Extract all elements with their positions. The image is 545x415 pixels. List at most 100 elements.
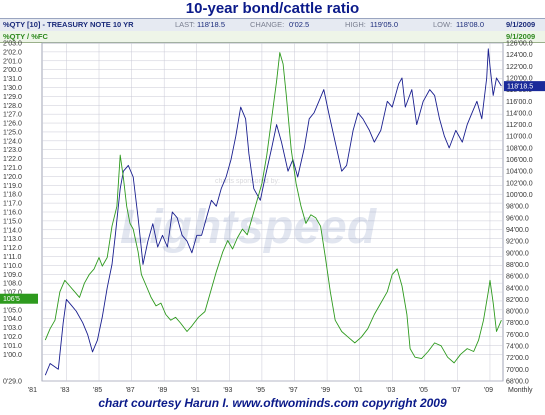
left-tick-label: 2'00.0 <box>3 67 22 74</box>
left-tick-label: 1'01.0 <box>3 343 22 350</box>
left-tick-label: 1'11.0 <box>3 254 21 261</box>
right-tick-label: 116'00.0 <box>506 99 532 106</box>
series-lines <box>44 48 502 376</box>
left-tick-label: 1'15.0 <box>3 218 22 225</box>
right-tick-label: 126'00.0 <box>506 41 533 48</box>
watermark-subtext: charts sponsored by: <box>215 178 280 185</box>
bond-last-label: 118'18.5 <box>507 84 533 91</box>
left-tick-label: 1'23.0 <box>3 147 22 154</box>
change-value: 0'02.5 <box>289 20 310 29</box>
ratio-symbol: %QTY / %FC <box>3 32 48 41</box>
x-tick-label: '03 <box>386 387 395 394</box>
left-tick-label: 1'19.0 <box>3 183 22 190</box>
ratio-last-marker <box>0 293 38 304</box>
chart-title: 10-year bond/cattle ratio <box>185 0 360 17</box>
right-tick-label: 112'00.0 <box>506 122 532 129</box>
x-tick-label: '93 <box>223 387 232 394</box>
right-tick-label: 94'00.0 <box>506 227 529 234</box>
left-tick-label: 1'14.0 <box>3 227 22 234</box>
right-axis: 68'00.0 70'00.0 72'00.0 74'00.0 76'00.0 78'00… <box>506 41 533 386</box>
right-tick-label: 102'00.0 <box>506 180 533 187</box>
x-tick-label: '89 <box>158 387 167 394</box>
instrument-header: %QTY [10] - TREASURY NOTE 10 YR LAST: 11… <box>0 18 545 32</box>
x-tick-label: '85 <box>93 387 102 394</box>
x-tick-label: '91 <box>191 387 200 394</box>
right-tick-label: 76'00.0 <box>506 332 529 339</box>
left-tick-label: 1'00.0 <box>3 352 22 359</box>
left-tick-label: 1'20.0 <box>3 174 22 181</box>
bond-series-line <box>44 48 502 376</box>
left-tick-label: 2'03.0 <box>3 41 22 48</box>
left-tick-label: 2'01.0 <box>3 58 22 65</box>
right-tick-label: 82'00.0 <box>506 297 529 304</box>
x-tick-label: '05 <box>419 387 428 394</box>
right-tick-label: 78'00.0 <box>506 320 529 327</box>
watermark: charts sponsored by: Lightspeed <box>120 178 378 254</box>
left-tick-label: 1'21.0 <box>3 165 22 172</box>
x-tick-label: '09 <box>484 387 493 394</box>
left-tick-label: 1'28.0 <box>3 103 22 110</box>
ratio-header-date: 9/1/2009 <box>506 32 536 41</box>
right-tick-label: 98'00.0 <box>506 204 529 211</box>
right-tick-label: 74'00.0 <box>506 344 529 351</box>
ratio-last-label: 106'5 <box>3 296 20 303</box>
left-tick-label: 1'31.0 <box>3 76 22 83</box>
right-tick-label: 68'00.0 <box>506 379 529 386</box>
left-tick-label: 1'10.0 <box>3 263 22 270</box>
left-tick-label: 1'09.0 <box>3 272 22 279</box>
watermark-text: Lightspeed <box>120 201 378 254</box>
left-tick-label: 1'08.0 <box>3 281 22 288</box>
x-period-label: Monthly <box>508 387 533 394</box>
ratio-header: %QTY / %FC 9/1/2009 <box>0 31 545 43</box>
right-tick-label: 106'00.0 <box>506 157 533 164</box>
left-tick-label: 1'18.0 <box>3 192 22 199</box>
high-value: 119'05.0 <box>370 20 398 29</box>
change-label: CHANGE: <box>250 20 285 29</box>
right-tick-label: 88'00.0 <box>506 262 529 269</box>
right-tick-label: 120'00.0 <box>506 75 533 82</box>
left-tick-label: 1'25.0 <box>3 129 22 136</box>
left-tick-label: 1'16.0 <box>3 210 22 217</box>
left-tick-label: 1'13.0 <box>3 236 22 243</box>
right-tick-label: 104'00.0 <box>506 169 533 176</box>
x-axis: '81 '83 '85 '87 '89 '91 '93 '95 '97 '99 '01 '03 '05 '… <box>28 387 533 394</box>
bond-last-marker <box>504 81 545 92</box>
left-tick-label: 1'03.0 <box>3 325 22 332</box>
right-tick-label: 122'00.0 <box>506 64 533 71</box>
x-tick-label: '01 <box>354 387 363 394</box>
left-tick-label: 2'02.0 <box>3 49 22 56</box>
grid-lines <box>41 42 504 382</box>
left-tick-label: 0'29.0 <box>3 379 22 386</box>
low-label: LOW: <box>433 20 453 29</box>
left-tick-label: 1'26.0 <box>3 121 22 128</box>
right-tick-label: 124'00.0 <box>506 52 533 59</box>
right-tick-label: 80'00.0 <box>506 309 529 316</box>
right-tick-label: 92'00.0 <box>506 239 529 246</box>
footer-credit: chart courtesy Harun I. www.oftwominds.c… <box>98 396 447 410</box>
right-tick-label: 100'00.0 <box>506 192 533 199</box>
x-tick-label: '99 <box>321 387 330 394</box>
ratio-series-line <box>44 52 502 364</box>
left-tick-label: 1'17.0 <box>3 201 22 208</box>
right-tick-label: 72'00.0 <box>506 355 529 362</box>
high-label: HIGH: <box>345 20 366 29</box>
x-tick-label: '87 <box>126 387 135 394</box>
right-tick-label: 110'00.0 <box>506 134 532 141</box>
x-tick-label: '83 <box>60 387 69 394</box>
right-tick-label: 84'00.0 <box>506 285 529 292</box>
x-tick-label: '07 <box>451 387 460 394</box>
left-tick-label: 1'05.0 <box>3 307 22 314</box>
right-tick-label: 114'00.0 <box>506 110 532 117</box>
left-axis: 0'29.0 1'00.0 1'01.0 1'02.0 1'03.0 1'04.0 1'05… <box>3 41 22 386</box>
last-value-markers: 118'18.5 106'5 <box>0 81 545 304</box>
left-tick-label: 1'07.0 <box>3 290 22 297</box>
instrument-symbol: %QTY [10] - TREASURY NOTE 10 YR <box>3 20 134 29</box>
left-tick-label: 1'24.0 <box>3 138 22 145</box>
right-tick-label: 86'00.0 <box>506 274 529 281</box>
left-tick-label: 1'04.0 <box>3 316 22 323</box>
right-tick-label: 108'00.0 <box>506 145 533 152</box>
x-tick-label: '81 <box>28 387 37 394</box>
left-tick-label: 1'22.0 <box>3 156 22 163</box>
left-tick-label: 1'29.0 <box>3 94 22 101</box>
